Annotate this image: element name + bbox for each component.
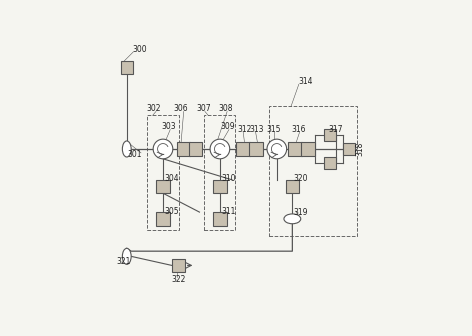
- Bar: [204, 115, 236, 230]
- FancyBboxPatch shape: [177, 142, 190, 156]
- Text: 300: 300: [132, 45, 147, 54]
- Ellipse shape: [122, 141, 131, 157]
- FancyBboxPatch shape: [120, 61, 133, 74]
- Circle shape: [267, 139, 287, 159]
- FancyBboxPatch shape: [324, 157, 336, 169]
- Text: 319: 319: [294, 208, 308, 217]
- Text: 304: 304: [164, 174, 179, 183]
- Text: 320: 320: [294, 174, 308, 183]
- Bar: [147, 115, 178, 230]
- Text: 313: 313: [250, 125, 264, 134]
- FancyBboxPatch shape: [236, 142, 250, 156]
- Text: 322: 322: [171, 275, 185, 284]
- Text: 316: 316: [291, 125, 305, 134]
- FancyBboxPatch shape: [213, 180, 227, 193]
- Text: 312: 312: [237, 125, 252, 134]
- FancyBboxPatch shape: [343, 143, 355, 155]
- Text: 306: 306: [174, 104, 188, 113]
- Text: 311: 311: [221, 207, 236, 216]
- Text: 303: 303: [161, 123, 176, 131]
- Ellipse shape: [122, 248, 131, 264]
- Text: 309: 309: [220, 123, 235, 131]
- Text: 321: 321: [116, 257, 131, 266]
- Text: 307: 307: [196, 104, 211, 113]
- FancyBboxPatch shape: [301, 142, 315, 156]
- Circle shape: [153, 139, 173, 159]
- FancyBboxPatch shape: [156, 180, 170, 193]
- Text: 314: 314: [298, 77, 312, 86]
- FancyBboxPatch shape: [189, 142, 202, 156]
- Circle shape: [210, 139, 230, 159]
- Text: 305: 305: [164, 207, 179, 216]
- FancyBboxPatch shape: [249, 142, 263, 156]
- Bar: [269, 106, 357, 236]
- Text: 317: 317: [329, 125, 343, 134]
- FancyBboxPatch shape: [324, 129, 336, 141]
- Text: 315: 315: [266, 125, 281, 134]
- FancyBboxPatch shape: [288, 142, 302, 156]
- FancyBboxPatch shape: [286, 180, 299, 193]
- Text: 301: 301: [127, 150, 142, 159]
- Text: 318: 318: [356, 142, 365, 156]
- Text: 302: 302: [146, 104, 160, 113]
- Text: 310: 310: [221, 174, 236, 183]
- FancyBboxPatch shape: [172, 259, 185, 271]
- FancyBboxPatch shape: [213, 212, 227, 225]
- Ellipse shape: [284, 214, 301, 224]
- FancyBboxPatch shape: [156, 212, 170, 225]
- Text: 308: 308: [219, 104, 233, 113]
